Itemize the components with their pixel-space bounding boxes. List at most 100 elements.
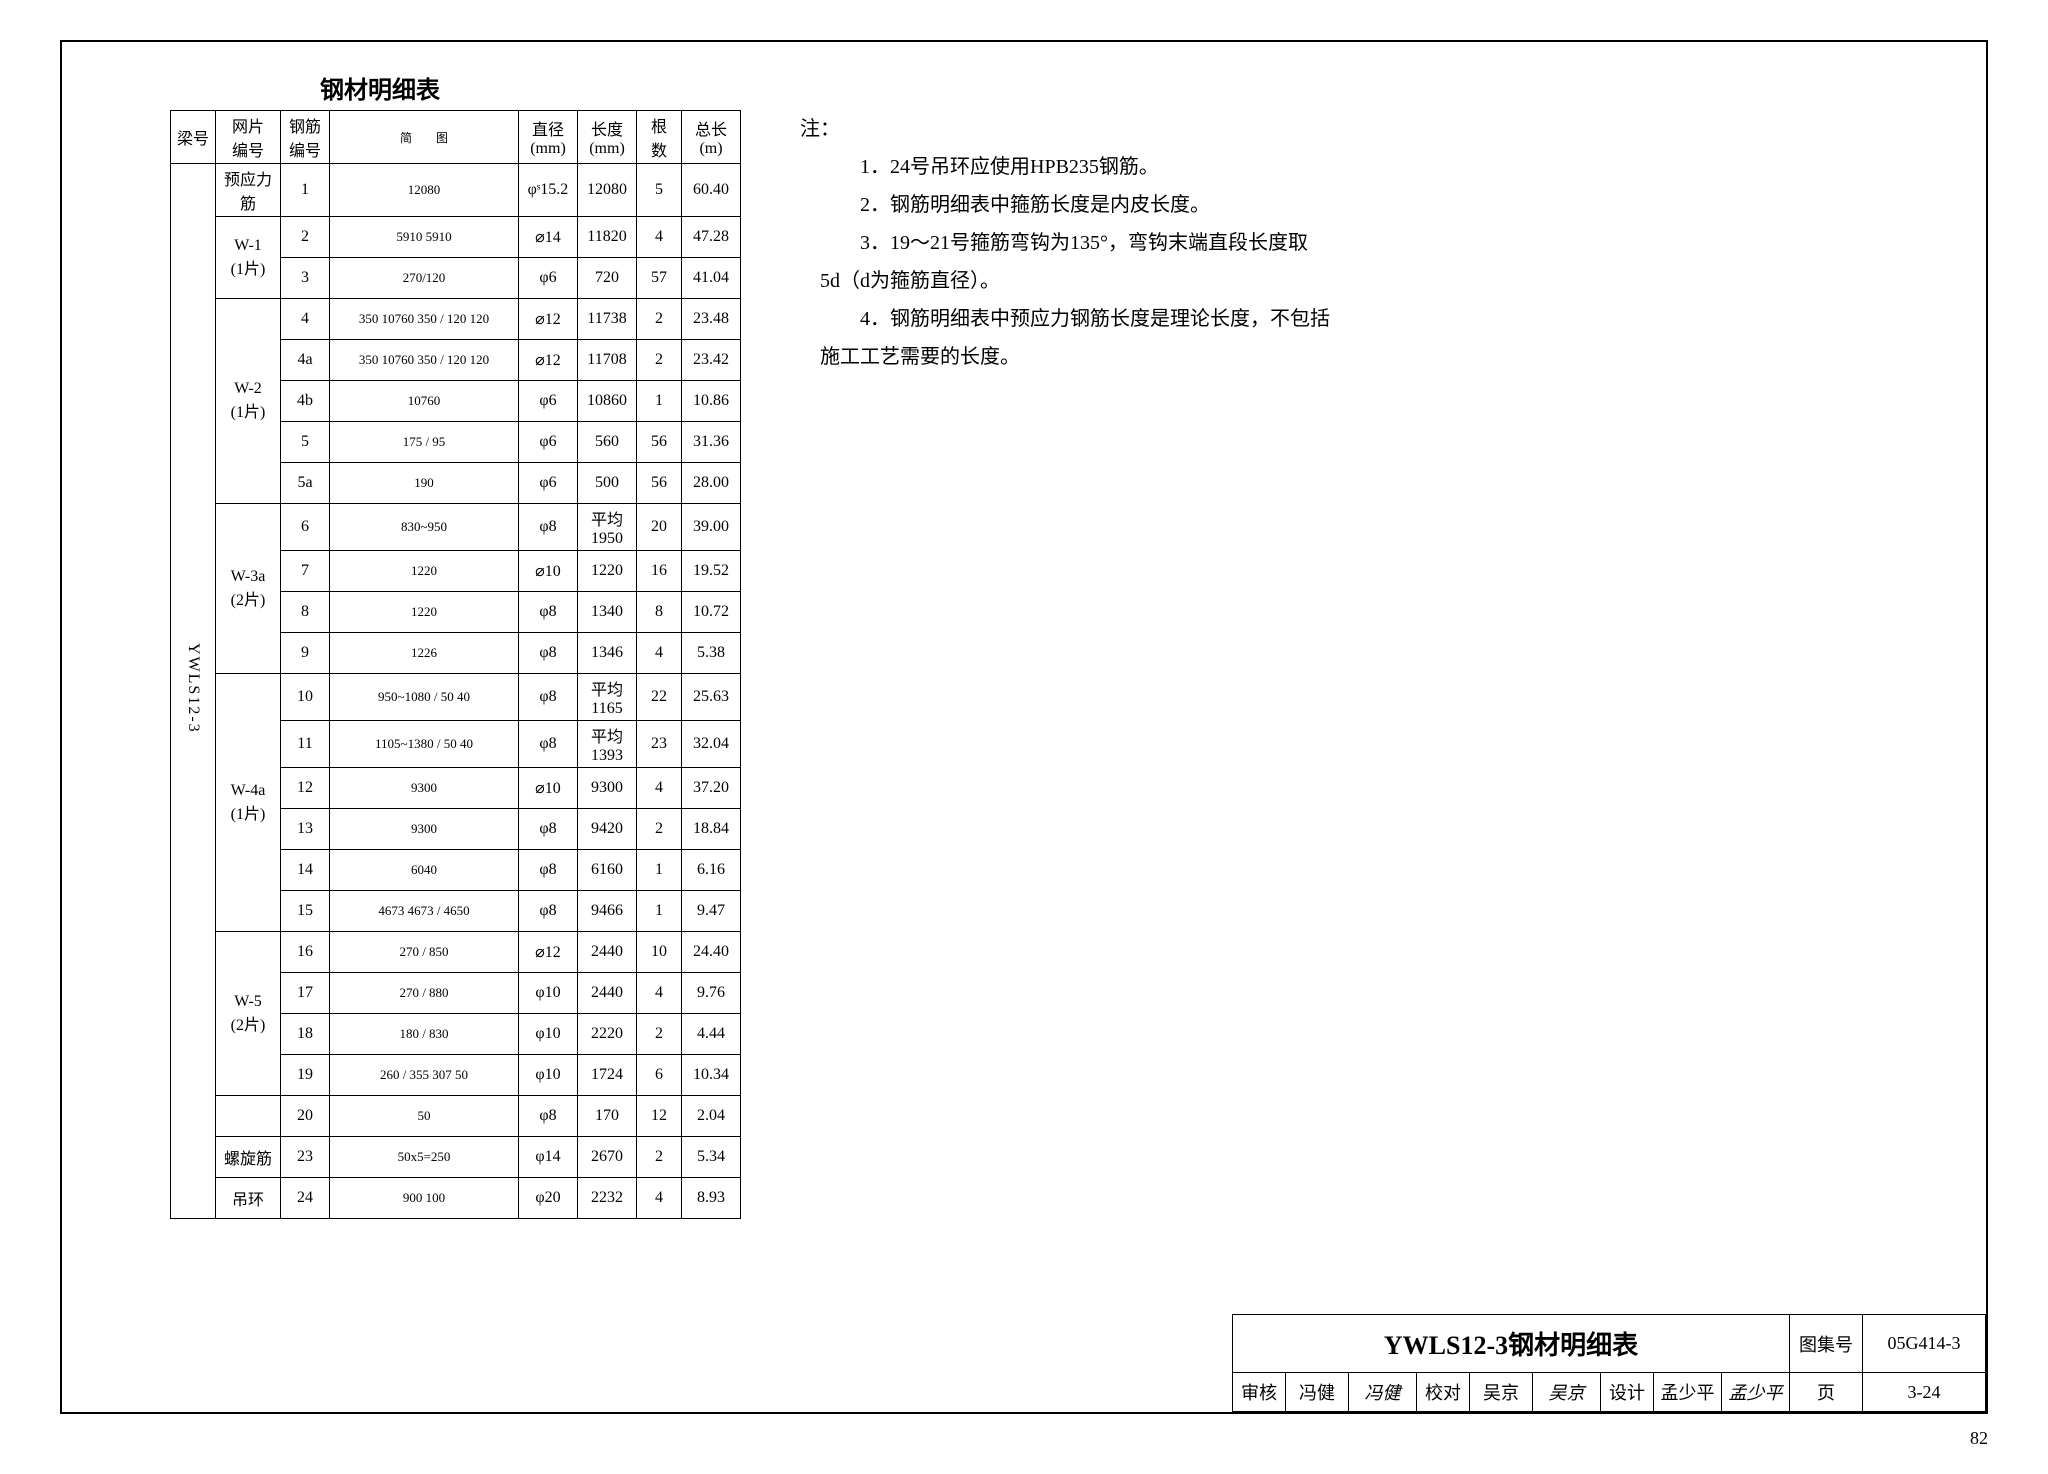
table-row: W-2 (1片)4350 10760 350 / 120 120⌀1211738… [171, 299, 741, 340]
table-row: YWLS12-3预应力筋112080φˢ15.212080560.40 [171, 164, 741, 217]
length-cell: 9300 [578, 768, 637, 809]
sketch-cell: 190 [330, 463, 519, 504]
table-row: 2050φ8170122.04 [171, 1096, 741, 1137]
design-name: 孟少平 [1654, 1373, 1722, 1412]
length-cell: 2220 [578, 1014, 637, 1055]
note-line: 2．钢筋明细表中箍筋长度是内皮长度。 [860, 186, 1330, 224]
length-cell: 11738 [578, 299, 637, 340]
note-line: 1．24号吊环应使用HPB235钢筋。 [860, 148, 1330, 186]
quantity-cell: 4 [637, 633, 682, 674]
note-line: 4．钢筋明细表中预应力钢筋长度是理论长度，不包括 [860, 300, 1330, 338]
table-header-row: 梁号 网片 编号 钢筋 编号 简 图 直径 (mm) 长度 (mm) 根 数 总… [171, 111, 741, 164]
mesh-cell: W-3a (2片) [216, 504, 281, 674]
length-cell: 6160 [578, 850, 637, 891]
notes-label: 注： [800, 110, 1330, 148]
diameter-cell: φ8 [519, 1096, 578, 1137]
length-cell: 平均 1165 [578, 674, 637, 721]
length-cell: 2440 [578, 973, 637, 1014]
diameter-cell: φ6 [519, 463, 578, 504]
col-dia: 直径 (mm) [519, 111, 578, 164]
sketch-cell: 1220 [330, 551, 519, 592]
length-cell: 平均 1950 [578, 504, 637, 551]
diameter-cell: φ8 [519, 592, 578, 633]
sketch-cell: 900 100 [330, 1178, 519, 1219]
diameter-cell: φ8 [519, 721, 578, 768]
col-total: 总长 (m) [682, 111, 741, 164]
total-length-cell: 25.63 [682, 674, 741, 721]
bar-no-cell: 5a [281, 463, 330, 504]
col-beam: 梁号 [171, 111, 216, 164]
total-length-cell: 47.28 [682, 217, 741, 258]
diameter-cell: φ10 [519, 973, 578, 1014]
diameter-cell: φ10 [519, 1014, 578, 1055]
bar-no-cell: 16 [281, 932, 330, 973]
steel-detail-table: 梁号 网片 编号 钢筋 编号 简 图 直径 (mm) 长度 (mm) 根 数 总… [170, 110, 741, 1219]
table-row: W-5 (2片)16270 / 850⌀1224401024.40 [171, 932, 741, 973]
diameter-cell: φ10 [519, 1055, 578, 1096]
bar-no-cell: 12 [281, 768, 330, 809]
diameter-cell: φ14 [519, 1137, 578, 1178]
col-mesh: 网片 编号 [216, 111, 281, 164]
note-line: 施工工艺需要的长度。 [820, 338, 1330, 376]
bar-no-cell: 14 [281, 850, 330, 891]
quantity-cell: 5 [637, 164, 682, 217]
sketch-cell: 1226 [330, 633, 519, 674]
diameter-cell: ⌀12 [519, 340, 578, 381]
quantity-cell: 22 [637, 674, 682, 721]
mesh-cell: 螺旋筋 [216, 1137, 281, 1178]
sketch-cell: 9300 [330, 768, 519, 809]
diameter-cell: φ8 [519, 891, 578, 932]
sketch-cell: 830~950 [330, 504, 519, 551]
table-row: W-1 (1片)25910 5910⌀1411820447.28 [171, 217, 741, 258]
diameter-cell: φ8 [519, 674, 578, 721]
quantity-cell: 56 [637, 463, 682, 504]
sketch-cell: 10760 [330, 381, 519, 422]
length-cell: 11820 [578, 217, 637, 258]
sketch-cell: 9300 [330, 809, 519, 850]
title-block-full: YWLS12-3钢材明细表 图集号 05G414-3 审核 冯健 冯健 校对 吴… [1232, 1314, 1986, 1412]
sketch-cell: 270/120 [330, 258, 519, 299]
quantity-cell: 10 [637, 932, 682, 973]
quantity-cell: 23 [637, 721, 682, 768]
bar-no-cell: 13 [281, 809, 330, 850]
length-cell: 2232 [578, 1178, 637, 1219]
diameter-cell: φ6 [519, 381, 578, 422]
bar-no-cell: 15 [281, 891, 330, 932]
total-length-cell: 6.16 [682, 850, 741, 891]
bar-no-cell: 11 [281, 721, 330, 768]
bar-no-cell: 4b [281, 381, 330, 422]
length-cell: 9466 [578, 891, 637, 932]
diameter-cell: ⌀10 [519, 768, 578, 809]
length-cell: 560 [578, 422, 637, 463]
total-length-cell: 31.36 [682, 422, 741, 463]
bar-no-cell: 7 [281, 551, 330, 592]
sketch-cell: 175 / 95 [330, 422, 519, 463]
sketch-cell: 180 / 830 [330, 1014, 519, 1055]
diameter-cell: ⌀10 [519, 551, 578, 592]
col-qty: 根 数 [637, 111, 682, 164]
bar-no-cell: 4a [281, 340, 330, 381]
total-length-cell: 28.00 [682, 463, 741, 504]
quantity-cell: 1 [637, 381, 682, 422]
total-length-cell: 18.84 [682, 809, 741, 850]
total-length-cell: 23.42 [682, 340, 741, 381]
total-length-cell: 37.20 [682, 768, 741, 809]
check-signature: 吴京 [1533, 1373, 1601, 1412]
sketch-cell: 50x5=250 [330, 1137, 519, 1178]
total-length-cell: 8.93 [682, 1178, 741, 1219]
mesh-cell: W-4a (1片) [216, 674, 281, 932]
beam-id-cell: YWLS12-3 [171, 164, 216, 1219]
review-name: 冯健 [1286, 1373, 1349, 1412]
quantity-cell: 2 [637, 809, 682, 850]
sketch-cell: 12080 [330, 164, 519, 217]
bar-no-cell: 3 [281, 258, 330, 299]
diameter-cell: φˢ15.2 [519, 164, 578, 217]
sketch-cell: 1105~1380 / 50 40 [330, 721, 519, 768]
total-length-cell: 2.04 [682, 1096, 741, 1137]
mesh-cell: W-5 (2片) [216, 932, 281, 1096]
total-length-cell: 10.34 [682, 1055, 741, 1096]
table-title: 钢材明细表 [320, 70, 440, 105]
table-row: 吊环24900 100φ20223248.93 [171, 1178, 741, 1219]
bar-no-cell: 17 [281, 973, 330, 1014]
length-cell: 170 [578, 1096, 637, 1137]
